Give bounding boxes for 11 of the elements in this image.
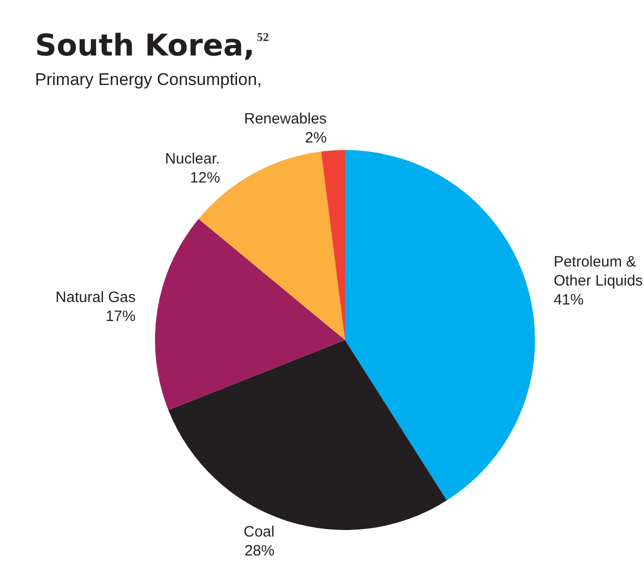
slice-label: Petroleum & Other Liquids	[554, 253, 643, 290]
data-label: 17%	[106, 308, 136, 325]
slice-label: Natural Gas	[56, 288, 136, 306]
slice-label: Coal	[244, 524, 274, 541]
chart-subtitle: Primary Energy Consumption,	[35, 70, 262, 89]
data-label: 28%	[244, 542, 274, 560]
data-label: 12%	[190, 169, 220, 186]
slice-label: Nuclear.	[165, 150, 220, 168]
data-label: 41%	[554, 291, 584, 308]
data-label: 2%	[305, 129, 327, 146]
slice-label: Renewables	[244, 110, 327, 128]
